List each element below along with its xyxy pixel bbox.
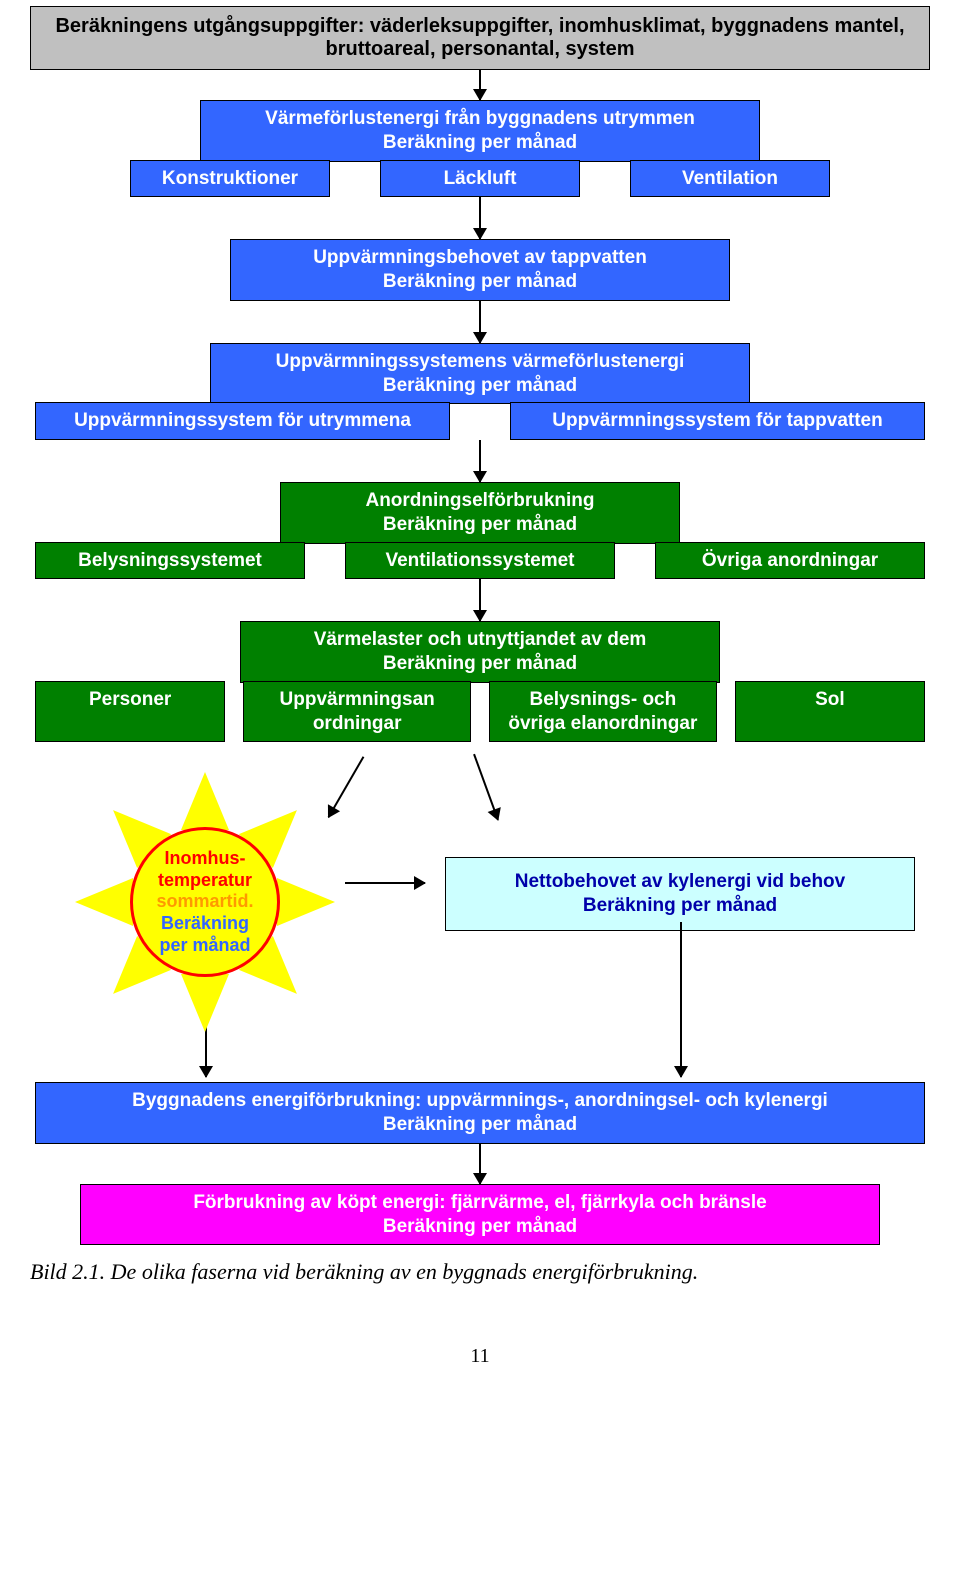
ventilation-box: Ventilation	[630, 160, 830, 198]
block-heatloss: Värmeförlustenergi från byggnadens utrym…	[30, 100, 930, 197]
block-anordning: Anordningselförbrukning Beräkning per må…	[30, 482, 930, 579]
varmelaster-l1: Värmelaster och utnyttjandet av dem	[251, 628, 709, 652]
arrow-right	[345, 882, 425, 884]
lackluft-box: Läckluft	[380, 160, 580, 198]
uppvarmningsanordningar-box: Uppvärmningsan ordningar	[243, 681, 471, 743]
konstruktioner-box: Konstruktioner	[130, 160, 330, 198]
header-box: Beräkningens utgångsuppgifter: väderleks…	[30, 6, 930, 70]
arrow-down	[680, 922, 682, 1077]
sol-box: Sol	[735, 681, 925, 743]
tappvatten2-box: Uppvärmningssystem för tappvatten	[510, 402, 925, 440]
b7-l1: Förbrukning av köpt energi: fjärrvärme, …	[91, 1191, 869, 1215]
systemloss-l2: Beräkning per månad	[221, 374, 739, 398]
sun-l3: sommartid.	[156, 891, 253, 913]
anordning-title: Anordningselförbrukning Beräkning per må…	[280, 482, 680, 544]
anordning-l1: Anordningselförbrukning	[291, 489, 669, 513]
block-varmelaster: Värmelaster och utnyttjandet av dem Berä…	[30, 621, 930, 742]
arrow-down	[479, 301, 481, 343]
arrow-diag	[473, 754, 499, 820]
sun-l4: Beräkning	[161, 913, 249, 935]
varmelaster-l2: Beräkning per månad	[251, 652, 709, 676]
page-number: 11	[30, 1345, 930, 1368]
ovriga-box: Övriga anordningar	[655, 542, 925, 580]
anordning-l2: Beräkning per månad	[291, 513, 669, 537]
arrow-down	[479, 1144, 481, 1184]
sun-l1: Inomhus-	[165, 848, 246, 870]
ventsystem-box: Ventilationssystemet	[345, 542, 615, 580]
tappvatten-l1: Uppvärmningsbehovet av tappvatten	[241, 246, 719, 270]
kopt-energi-box: Förbrukning av köpt energi: fjärrvärme, …	[80, 1184, 880, 1246]
sun-l2: temperatur	[158, 870, 252, 892]
arrow-down	[479, 197, 481, 239]
heatloss-line1: Värmeförlustenergi från byggnadens utrym…	[211, 107, 749, 131]
sun: Inomhus- temperatur sommartid. Beräkning…	[75, 772, 335, 1032]
systemloss-title: Uppvärmningssystemens värmeförlustenergi…	[210, 343, 750, 405]
block-systemloss: Uppvärmningssystemens värmeförlustenergi…	[30, 343, 930, 440]
b6-l1: Byggnadens energiförbrukning: uppvärmnin…	[46, 1089, 914, 1113]
b7-l2: Beräkning per månad	[91, 1215, 869, 1239]
cyan-box: Nettobehovet av kylenergi vid behov Berä…	[445, 857, 915, 931]
utrymmena-box: Uppvärmningssystem för utrymmena	[35, 402, 450, 440]
arrow-down	[479, 579, 481, 621]
b6-l2: Beräkning per månad	[46, 1113, 914, 1137]
varmelaster-title: Värmelaster och utnyttjandet av dem Berä…	[240, 621, 720, 683]
cyan-l1: Nettobehovet av kylenergi vid behov	[456, 870, 904, 894]
sun-core: Inomhus- temperatur sommartid. Beräkning…	[130, 827, 280, 977]
belysning-box: Belysningssystemet	[35, 542, 305, 580]
byggnad-energi-box: Byggnadens energiförbrukning: uppvärmnin…	[35, 1082, 925, 1144]
arrow-down	[479, 440, 481, 482]
tappvatten-box: Uppvärmningsbehovet av tappvatten Beräkn…	[230, 239, 730, 301]
belysningsel-box: Belysnings- och övriga elanordningar	[489, 681, 717, 743]
sun-l5: per månad	[159, 935, 250, 957]
personer-box: Personer	[35, 681, 225, 743]
arrow-down	[479, 70, 481, 100]
heatloss-line2: Beräkning per månad	[211, 131, 749, 155]
figure-caption: Bild 2.1. De olika faserna vid beräkning…	[30, 1259, 930, 1285]
heatloss-title: Värmeförlustenergi från byggnadens utrym…	[200, 100, 760, 162]
systemloss-l1: Uppvärmningssystemens värmeförlustenergi	[221, 350, 739, 374]
cyan-l2: Beräkning per månad	[456, 894, 904, 918]
sun-cyan-row: Inomhus- temperatur sommartid. Beräkning…	[35, 762, 925, 1052]
tappvatten-l2: Beräkning per månad	[241, 270, 719, 294]
